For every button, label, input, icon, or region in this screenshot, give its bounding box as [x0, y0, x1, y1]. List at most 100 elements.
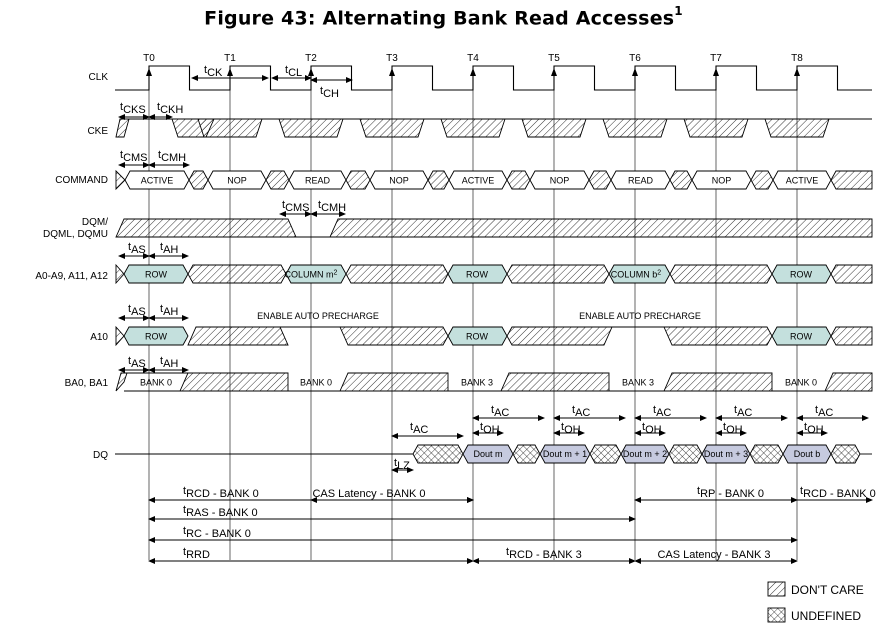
clock-label-T3: T3	[386, 53, 398, 64]
figure-title-text: Figure 43: Alternating Bank Read Accesse…	[204, 7, 675, 30]
clk-waveform	[115, 65, 872, 91]
dq-output-label-0: Dout m	[473, 449, 502, 459]
clk-edge-arrow-8	[794, 68, 800, 76]
addr-dont-care-end	[830, 264, 873, 284]
dq-toh-label-4: tOH	[804, 421, 824, 436]
clock-label-T0: T0	[143, 53, 155, 64]
a10-dont-care-start	[115, 325, 125, 347]
command-dont-care-start	[115, 169, 126, 191]
dq-toh-label-1: tOH	[561, 421, 581, 436]
command-dont-care-2	[345, 170, 371, 190]
command-active-8: ACTIVE	[786, 176, 819, 186]
dq-undefined-5	[830, 444, 861, 464]
a10-dont-care-2	[339, 326, 449, 346]
command-read-2: READ	[305, 176, 331, 186]
clk-edge-arrow-6	[632, 68, 638, 76]
a10-row-label-1: ROW	[466, 332, 489, 342]
clock-label-T7: T7	[710, 53, 722, 64]
a10-dont-care-end	[830, 326, 873, 346]
dq-tac-label-4: tAC	[734, 404, 752, 419]
addr-column-m-label: COLUMN m2	[285, 270, 338, 280]
clk-edge-arrow-7	[713, 68, 719, 76]
legend-dont-care-swatch	[767, 581, 786, 597]
cke-dont-care-7	[602, 118, 668, 138]
dq-output-label-3: Dout m + 3	[704, 449, 748, 459]
a10-dont-care-1	[187, 326, 289, 346]
dq-toh-label-3: tOH	[723, 421, 743, 436]
clock-label-T2: T2	[305, 53, 317, 64]
dq-output-label-2: Dout m + 2	[623, 449, 667, 459]
cke-dont-care-0	[115, 118, 130, 138]
dq-undefined-0	[412, 444, 464, 464]
addr-dont-care-start	[115, 263, 125, 285]
dq-undefined-1	[512, 444, 541, 464]
dqm-label-1: DQM/	[82, 217, 108, 228]
dq-tac-label-5: tAC	[815, 404, 833, 419]
command-active-0: ACTIVE	[141, 176, 174, 186]
ba-dont-care-3	[500, 372, 610, 392]
a10-row-label-2: ROW	[790, 332, 813, 342]
tch-label: tCH	[320, 85, 339, 100]
ba-dont-care-start	[115, 372, 128, 392]
dq-undefined-2	[589, 444, 622, 464]
command-nop-5: NOP	[550, 176, 570, 186]
dq-tac-label-2: tAC	[572, 404, 590, 419]
legend-undefined-swatch	[767, 607, 786, 623]
addr-dont-care-1	[187, 264, 287, 284]
addr-dont-care-2	[345, 264, 449, 284]
command-dont-care-4	[506, 170, 531, 190]
clk-label: CLK	[89, 72, 109, 83]
ba-bank0-label-0: BANK 0	[140, 378, 172, 388]
ba-dont-care-1	[179, 372, 289, 392]
trrd-label: tRRD	[183, 546, 210, 561]
ba-dont-care-4	[663, 372, 773, 392]
command-dont-care-7	[750, 170, 774, 190]
command-dont-care-end	[830, 170, 873, 190]
dq-output-label-1: Dout m + 1	[543, 449, 587, 459]
dq-tac-label-1: tAC	[491, 404, 509, 419]
clock-label-T4: T4	[467, 53, 479, 64]
ba-label: BA0, BA1	[65, 378, 109, 389]
a10-dont-care-4	[663, 326, 773, 346]
trp-bank0-label: tRP - BANK 0	[697, 485, 764, 500]
clk-edge-arrow-3	[389, 68, 395, 76]
cke-dont-care-5	[440, 118, 506, 138]
trcd-bank0-label: tRCD - BANK 0	[183, 485, 259, 500]
dq-output-label-4: Dout b	[794, 449, 821, 459]
clk-edge-arrow-0	[146, 68, 152, 76]
a10-enable-auto-precharge-1: ENABLE AUTO PRECHARGE	[579, 311, 701, 321]
ba-bank3-label-1: BANK 3	[622, 378, 654, 388]
cas-latency-bank3-label: CAS Latency - BANK 3	[657, 549, 770, 561]
cke-dont-care-9	[764, 118, 830, 138]
addr-row-label-2: ROW	[790, 270, 813, 280]
dqm-label-2: DQML, DQMU	[43, 229, 108, 240]
clock-label-T6: T6	[629, 53, 641, 64]
command-dont-care-5	[588, 170, 612, 190]
clk-edge-arrow-5	[551, 68, 557, 76]
dqm-tcmh-label: tCMH	[318, 199, 346, 214]
ba-bank0-label-2: BANK 0	[785, 378, 817, 388]
a10-row-cell-0	[123, 326, 189, 346]
trcd-bank3-label: tRCD - BANK 3	[506, 546, 582, 561]
dq-tlz-label: tLZ	[394, 457, 410, 472]
a10-row-label-0: ROW	[145, 332, 168, 342]
clock-label-T8: T8	[791, 53, 803, 64]
a10-tas-label: tAS	[128, 303, 146, 318]
ba-bank3-label-0: BANK 3	[461, 378, 493, 388]
clock-label-T1: T1	[224, 53, 236, 64]
cke-label: CKE	[87, 126, 108, 137]
command-nop-1: NOP	[227, 176, 247, 186]
dq-toh-label-2: tOH	[642, 421, 662, 436]
figure-title: Figure 43: Alternating Bank Read Accesse…	[0, 4, 887, 30]
cke-dont-care-8	[683, 118, 749, 138]
dqm-dont-care-1	[329, 218, 873, 238]
dqm-dont-care-0	[115, 218, 297, 238]
a10-label: A10	[90, 332, 108, 343]
command-label: COMMAND	[55, 175, 108, 186]
command-dont-care-1	[265, 170, 290, 190]
tras-bank0-label: tRAS - BANK 0	[183, 504, 258, 519]
tcks-label: tCKS	[120, 101, 146, 116]
addr-column-b-label: COLUMN b2	[611, 270, 662, 280]
